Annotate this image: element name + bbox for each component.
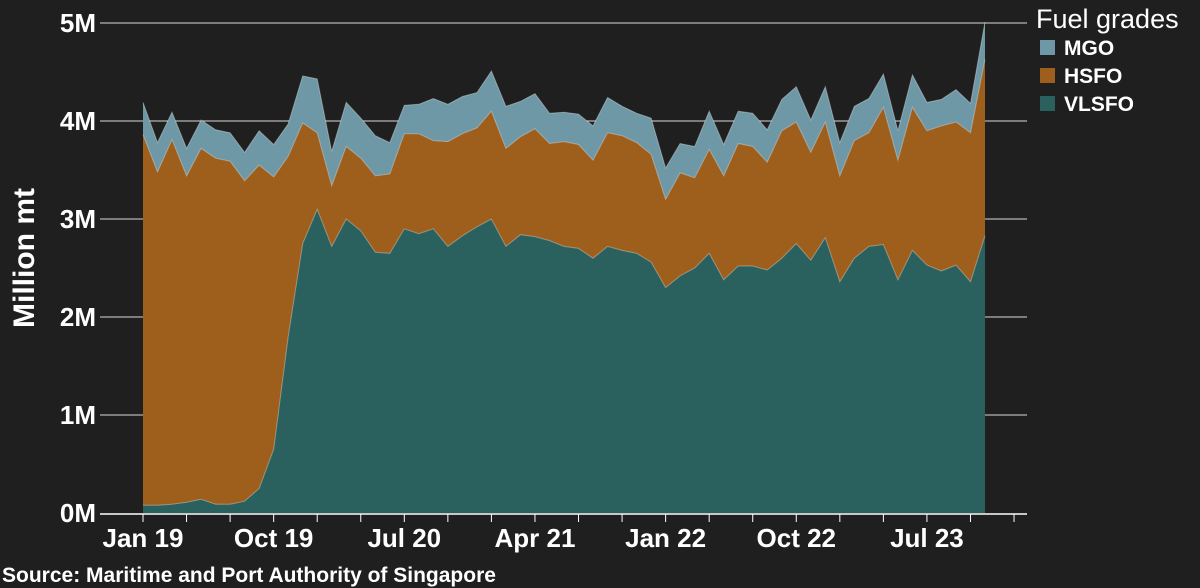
series-lines-group [142, 21, 986, 506]
legend-label-hsfo: HSFO [1064, 65, 1122, 88]
y-axis-title: Million mt [8, 188, 41, 328]
area-series-group [143, 22, 985, 513]
x-axis: Jan 19 Oct 19 Jul 20 Apr 21 Jan 22 Oct 22 Jul … [100, 513, 1027, 553]
line-vlsfo [143, 207, 986, 506]
x-tick-label: Jan 22 [625, 523, 706, 553]
y-tick-label: 2M [60, 302, 96, 332]
x-tick-label: Jul 23 [890, 523, 964, 553]
line-hsfo [142, 59, 986, 201]
legend-swatch-hsfo [1040, 68, 1055, 83]
x-tick-label: Jan 19 [103, 523, 184, 553]
x-tick-label: Jul 20 [367, 523, 441, 553]
legend-swatch-mgo [1040, 40, 1055, 55]
area-hsfo [143, 59, 985, 506]
legend-swatch-vlsfo [1040, 96, 1055, 111]
source-note: Source: Maritime and Port Authority of S… [2, 564, 496, 587]
y-tick-label: 4M [60, 106, 96, 136]
legend-label-mgo: MGO [1064, 37, 1114, 60]
y-tick-label: 0M [60, 498, 96, 528]
legend-title: Fuel grades [1036, 4, 1179, 34]
y-tick-label: 1M [60, 400, 96, 430]
area-vlsfo [143, 209, 985, 513]
legend-label-vlsfo: VLSFO [1064, 93, 1134, 116]
x-tick-label: Apr 21 [495, 523, 576, 553]
x-tick-label: Oct 19 [234, 523, 314, 553]
x-tick-label: Oct 22 [757, 523, 837, 553]
y-tick-label: 5M [60, 8, 96, 38]
y-tick-label: 3M [60, 204, 96, 234]
area-mgo [143, 22, 985, 200]
line-mgo [142, 21, 986, 170]
y-axis-ticks: 0M 1M 2M 3M 4M 5M [60, 8, 96, 528]
legend: Fuel grades MGO HSFO VLSFO [1036, 4, 1179, 116]
